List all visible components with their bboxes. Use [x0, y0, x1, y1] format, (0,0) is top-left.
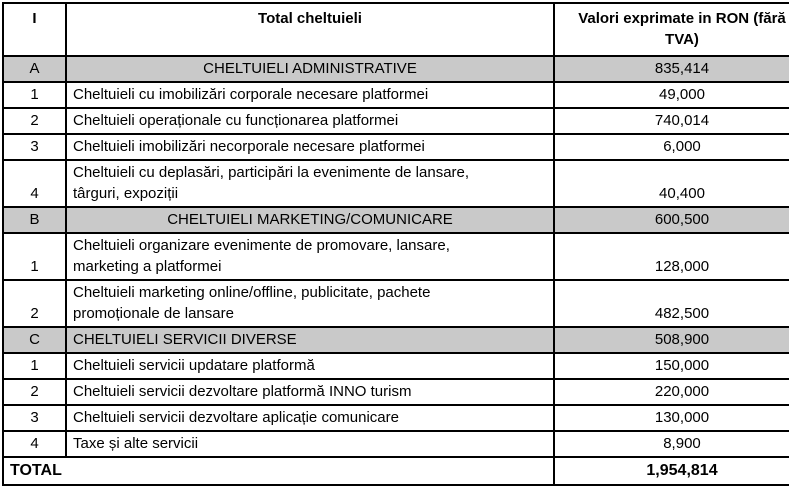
table-row: 4 Taxe și alte servicii 8,900	[2, 430, 789, 458]
table-row: 2 Cheltuieli servicii dezvoltare platform…	[2, 378, 789, 406]
row-value-cell: 600,500	[553, 206, 789, 234]
row-description-cell: Cheltuieli servicii dezvoltare aplicație…	[65, 404, 555, 432]
row-description-cell: CHELTUIELI SERVICII DIVERSE	[65, 326, 555, 354]
row-value-cell: 150,000	[553, 352, 789, 380]
row-value-cell: 8,900	[553, 430, 789, 458]
table-body: A CHELTUIELI ADMINISTRATIVE 835,414 1 Cheltu…	[2, 55, 789, 458]
row-value-cell: 220,000	[553, 378, 789, 406]
row-id-cell: A	[2, 55, 67, 83]
row-description-cell: Cheltuieli servicii dezvoltare platformă…	[65, 378, 555, 406]
row-description-cell: Cheltuieli marketing online/offline, pub…	[65, 279, 555, 328]
table-row: 2 Cheltuieli operaționale cu funcționarea…	[2, 107, 789, 135]
row-description-cell: Cheltuieli imobilizări necorporale neces…	[65, 133, 555, 161]
total-value-cell: 1,954,814	[553, 456, 789, 486]
row-id-cell: 2	[2, 279, 67, 328]
header-id-cell: I	[2, 2, 67, 57]
section-row: A CHELTUIELI ADMINISTRATIVE 835,414	[2, 55, 789, 83]
table-row: 1 Cheltuieli cu imobilizări corporale nec…	[2, 81, 789, 109]
row-id-cell: 2	[2, 107, 67, 135]
table-row: 1 Cheltuieli servicii updatare platformă 1…	[2, 352, 789, 380]
row-id-cell: 1	[2, 232, 67, 281]
header-description-cell: Total cheltuieli	[65, 2, 555, 57]
row-value-cell: 482,500	[553, 279, 789, 328]
table-footer: TOTAL 1,954,814	[2, 456, 789, 486]
section-row: C CHELTUIELI SERVICII DIVERSE 508,900	[2, 326, 789, 354]
table-row: 3 Cheltuieli imobilizări necorporale nece…	[2, 133, 789, 161]
row-description-cell: Cheltuieli cu deplasări, participări la …	[65, 159, 555, 208]
row-value-cell: 128,000	[553, 232, 789, 281]
row-description-cell: CHELTUIELI MARKETING/COMUNICARE	[65, 206, 555, 234]
total-label-cell: TOTAL	[2, 456, 555, 486]
table-row: 2 Cheltuieli marketing online/offline, pu…	[2, 279, 789, 328]
table-header: I Total cheltuieli Valori exprimate in R…	[2, 2, 789, 57]
row-id-cell: 4	[2, 159, 67, 208]
row-description-cell: CHELTUIELI ADMINISTRATIVE	[65, 55, 555, 83]
table-row: 4 Cheltuieli cu deplasări, participări la…	[2, 159, 789, 208]
table-row: 1 Cheltuieli organizare evenimente de pro…	[2, 232, 789, 281]
row-id-cell: 3	[2, 404, 67, 432]
row-value-cell: 508,900	[553, 326, 789, 354]
row-id-cell: C	[2, 326, 67, 354]
row-description-cell: Cheltuieli organizare evenimente de prom…	[65, 232, 555, 281]
row-value-cell: 740,014	[553, 107, 789, 135]
row-id-cell: 3	[2, 133, 67, 161]
table-row: 3 Cheltuieli servicii dezvoltare aplicați…	[2, 404, 789, 432]
row-value-cell: 49,000	[553, 81, 789, 109]
row-value-cell: 130,000	[553, 404, 789, 432]
row-id-cell: B	[2, 206, 67, 234]
row-value-cell: 835,414	[553, 55, 789, 83]
row-value-cell: 40,400	[553, 159, 789, 208]
row-description-cell: Cheltuieli cu imobilizări corporale nece…	[65, 81, 555, 109]
header-value-cell: Valori exprimate in RON (fără TVA)	[553, 2, 789, 57]
row-description-cell: Cheltuieli servicii updatare platformă	[65, 352, 555, 380]
row-id-cell: 1	[2, 352, 67, 380]
total-row: TOTAL 1,954,814	[2, 456, 789, 486]
row-id-cell: 2	[2, 378, 67, 406]
row-value-cell: 6,000	[553, 133, 789, 161]
row-description-cell: Taxe și alte servicii	[65, 430, 555, 458]
row-id-cell: 1	[2, 81, 67, 109]
header-row: I Total cheltuieli Valori exprimate in R…	[2, 2, 789, 57]
row-id-cell: 4	[2, 430, 67, 458]
row-description-cell: Cheltuieli operaționale cu funcționarea …	[65, 107, 555, 135]
section-row: B CHELTUIELI MARKETING/COMUNICARE 600,500	[2, 206, 789, 234]
